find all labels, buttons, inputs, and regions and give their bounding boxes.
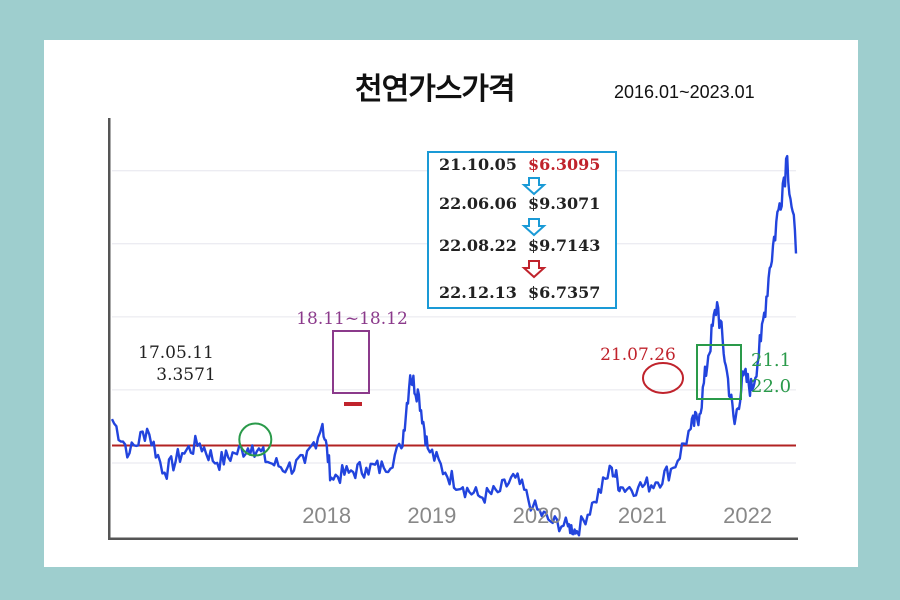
annotation-green-label-1: 21.1 xyxy=(751,350,791,371)
x-tick-label-2018: 2018 xyxy=(302,503,351,528)
annotation-value-label: 3.3571 xyxy=(156,365,215,385)
date-range: 2016.01~2023.01 xyxy=(614,82,755,102)
info-row-date-1: 22.06.06 xyxy=(439,194,517,213)
price-chart: 2018 2019 2020 2021 2022 17.05.113.3571 18.11~… xyxy=(108,118,798,540)
annotation-red-ellipse xyxy=(642,362,684,394)
info-arrow-down-2 xyxy=(521,260,547,279)
info-row-date-0: 21.10.05 xyxy=(439,155,517,174)
info-arrow-down-0 xyxy=(521,177,547,196)
info-row-date-3: 22.12.13 xyxy=(439,283,517,302)
annotation-purple-rect xyxy=(332,330,370,394)
annotation-green-circle xyxy=(238,422,273,457)
annotation-date-label: 17.05.11 xyxy=(138,343,214,363)
annotation-red-label: 21.07.26 xyxy=(600,345,676,365)
annotation-green-rect xyxy=(696,344,742,400)
info-row-price-0: $6.3095 xyxy=(528,155,600,174)
price-series-line xyxy=(110,154,798,537)
info-row-price-3: $6.7357 xyxy=(528,283,600,302)
annotation-purple-label: 18.11~18.12 xyxy=(296,309,408,329)
info-box-frame xyxy=(427,151,617,309)
x-tick-label-2021: 2021 xyxy=(618,503,667,528)
chart-area: 2018 2019 2020 2021 2022 17.05.11 3.3571 18.11~… xyxy=(108,118,798,540)
info-row-price-1: $9.3071 xyxy=(528,194,600,213)
info-arrow-down-1 xyxy=(521,218,547,237)
annotation-green-label-2: 22.0 xyxy=(751,376,791,397)
info-row-date-2: 22.08.22 xyxy=(439,236,517,255)
x-tick-label-2022: 2022 xyxy=(723,503,772,528)
x-tick-label-2020: 2020 xyxy=(513,503,562,528)
x-tick-label-2019: 2019 xyxy=(407,503,456,528)
info-box: 21.10.05 $6.3095 22.06.06 $9.3071 22.08.22 $9… xyxy=(427,151,617,309)
page-title: 천연가스가격 xyxy=(355,72,516,107)
info-row-price-2: $9.7143 xyxy=(528,236,600,255)
